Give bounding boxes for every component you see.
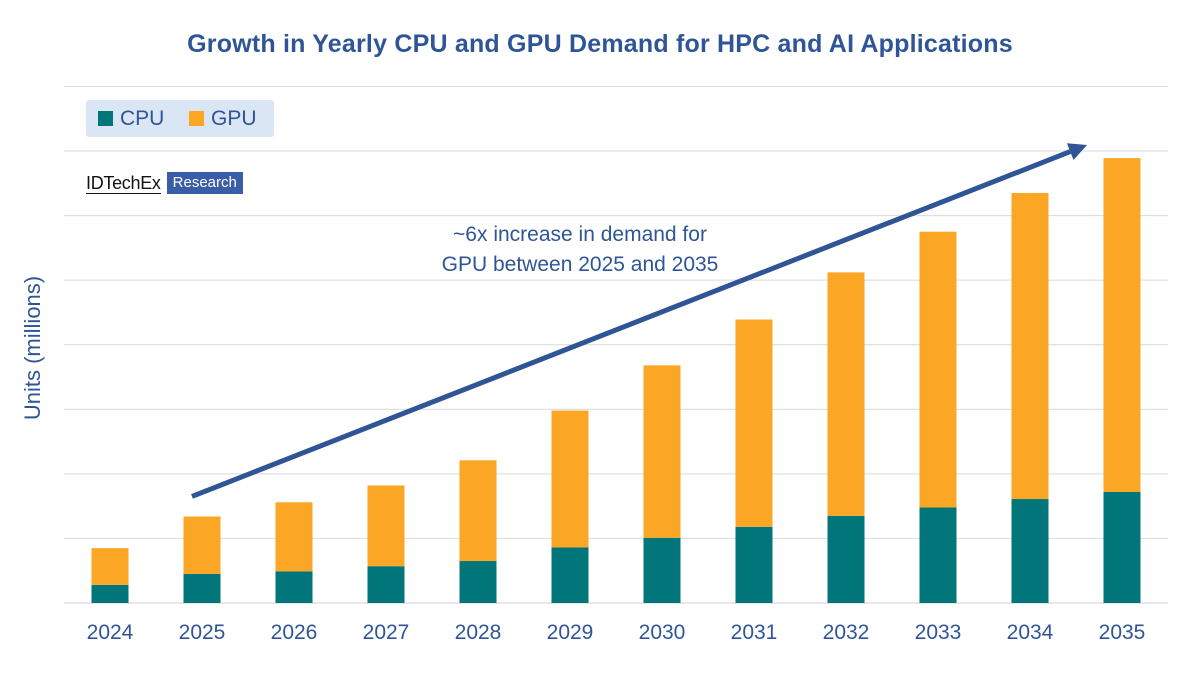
bar-gpu-2024 <box>91 548 129 585</box>
bar-gpu-2028 <box>459 460 497 562</box>
bars <box>91 158 1141 603</box>
x-tick-label-2032: 2032 <box>823 621 870 644</box>
trend-arrow <box>191 143 1087 499</box>
annotation-line-2: GPU between 2025 and 2035 <box>441 253 719 276</box>
bar-gpu-2031 <box>735 319 773 527</box>
bar-gpu-2033 <box>919 231 957 508</box>
x-tick-label-2033: 2033 <box>915 621 962 644</box>
trend-arrow-shaft <box>191 149 1072 499</box>
bar-gpu-2027 <box>367 485 405 567</box>
bar-cpu-2030 <box>643 537 681 603</box>
growth-annotation: ~6x increase in demand for GPU between 2… <box>380 220 780 280</box>
bar-gpu-2035 <box>1103 158 1141 492</box>
x-tick-label-2024: 2024 <box>87 621 134 644</box>
bar-cpu-2029 <box>551 547 589 603</box>
bar-gpu-2025 <box>183 516 221 574</box>
x-tick-label-2031: 2031 <box>731 621 778 644</box>
bar-cpu-2034 <box>1011 499 1049 603</box>
annotation-line-1: ~6x increase in demand for <box>453 223 707 246</box>
x-tick-label-2029: 2029 <box>547 621 594 644</box>
bar-cpu-2028 <box>459 561 497 603</box>
x-tick-label-2030: 2030 <box>639 621 686 644</box>
idtechex-logo: IDTechEx Research <box>86 171 243 195</box>
legend: CPU GPU <box>86 100 274 137</box>
bar-cpu-2032 <box>827 515 865 603</box>
y-axis-label: Units (millions) <box>20 275 45 421</box>
bar-cpu-2033 <box>919 507 957 603</box>
bar-cpu-2025 <box>183 573 221 603</box>
bar-gpu-2032 <box>827 272 865 516</box>
bar-cpu-2027 <box>367 566 405 603</box>
x-tick-label-2025: 2025 <box>179 621 226 644</box>
legend-item-cpu: CPU <box>98 100 164 137</box>
x-tick-label-2026: 2026 <box>271 621 318 644</box>
bar-cpu-2026 <box>275 571 313 603</box>
x-tick-label-2034: 2034 <box>1007 621 1054 644</box>
x-tick-label-2028: 2028 <box>455 621 502 644</box>
legend-label-cpu: CPU <box>120 106 165 130</box>
legend-item-gpu: GPU <box>189 100 257 137</box>
logo-badge: Research <box>166 172 243 194</box>
bar-cpu-2035 <box>1103 491 1141 603</box>
logo-wordmark: IDTechEx <box>86 172 161 194</box>
bar-gpu-2026 <box>275 502 313 572</box>
legend-swatch-gpu <box>189 111 204 126</box>
bar-gpu-2029 <box>551 410 589 548</box>
chart-title: Growth in Yearly CPU and GPU Demand for … <box>187 30 1013 58</box>
x-tick-label-2035: 2035 <box>1099 621 1146 644</box>
bar-gpu-2030 <box>643 365 681 538</box>
legend-label-gpu: GPU <box>211 106 257 130</box>
legend-swatch-cpu <box>98 111 113 126</box>
gridlines <box>64 85 1168 604</box>
bar-cpu-2031 <box>735 526 773 603</box>
bar-gpu-2034 <box>1011 192 1049 500</box>
bar-cpu-2024 <box>91 584 129 603</box>
x-tick-label-2027: 2027 <box>363 621 410 644</box>
x-tick-labels: 2024 2025 2026 2027 2028 2029 2030 2031 2032 2033… <box>87 621 1146 644</box>
trend-arrow-head <box>1066 143 1087 160</box>
